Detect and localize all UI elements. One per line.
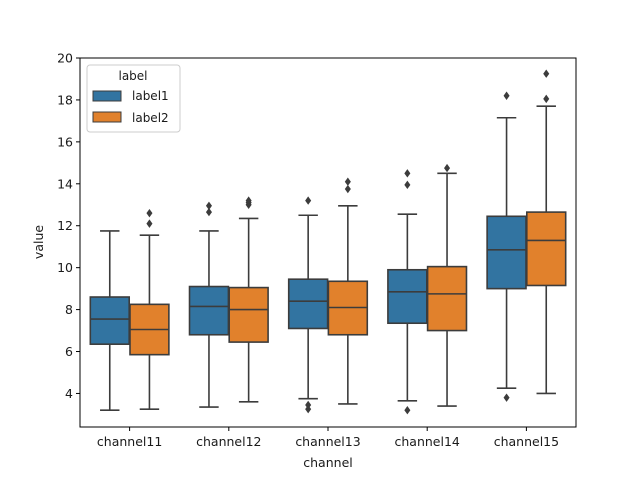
outlier-channel13-label1-1 [305, 400, 312, 410]
y-tick-label-20: 20 [57, 51, 73, 66]
box-channel13-label1 [287, 196, 329, 414]
legend-entry-label2: label2 [132, 111, 169, 125]
outlier-channel14-label2-0 [444, 163, 451, 173]
outlier-channel15-label1-0 [503, 393, 510, 402]
outlier-channel14-label1-1 [404, 180, 411, 190]
y-axis-label: value [31, 225, 46, 259]
outlier-channel13-label1-2 [305, 196, 312, 205]
x-tick-label-channel13: channel13 [295, 434, 360, 449]
box-channel14-label2 [426, 163, 468, 407]
outlier-channel13-label2-1 [344, 177, 351, 186]
box-channel11-label1 [89, 230, 131, 412]
y-tick-label-12: 12 [57, 218, 73, 233]
x-tick-label-channel12: channel12 [196, 434, 261, 449]
iqr-box-channel13-label1 [287, 278, 329, 330]
box-channel15-label2 [525, 69, 567, 395]
iqr-box-channel12-label1 [188, 285, 230, 336]
outlier-channel14-label1-0 [404, 406, 411, 415]
outlier-channel12-label1-1 [205, 201, 212, 211]
outlier-channel15-label2-0 [543, 94, 550, 104]
box-channel14-label1 [387, 169, 428, 415]
legend-title: label [118, 69, 147, 83]
legend-swatch-label2 [92, 111, 122, 123]
outlier-channel11-label2-1 [146, 208, 153, 218]
outlier-channel12-label2-2 [245, 196, 252, 205]
box-channel15-label1 [486, 91, 527, 402]
y-tick-label-6: 6 [65, 344, 73, 359]
box-channel13-label2 [327, 177, 369, 405]
outlier-channel15-label2-1 [543, 69, 550, 78]
x-axis-label: channel [303, 455, 352, 470]
box-channel11-label2 [129, 208, 170, 410]
outlier-channel15-label1-1 [503, 91, 510, 100]
y-tick-label-16: 16 [57, 134, 73, 149]
iqr-box-channel15-label1 [486, 215, 527, 290]
legend-entry-label1: label1 [132, 89, 169, 103]
plot-area [89, 69, 567, 415]
y-tick-label-4: 4 [65, 386, 73, 401]
iqr-box-channel12-label2 [228, 286, 269, 343]
axes: 4 6 8 10 12 14 16 18 20 channel11 channel12 channel… [57, 51, 577, 449]
x-tick-label-channel14: channel14 [395, 434, 460, 449]
y-tick-label-18: 18 [57, 92, 73, 107]
iqr-box-channel14-label2 [426, 265, 468, 332]
iqr-box-channel14-label1 [387, 268, 428, 325]
box-channel12-label1 [188, 201, 230, 408]
outlier-channel14-label1-2 [404, 169, 411, 178]
x-tick-label-channel15: channel15 [494, 434, 559, 449]
box-channel12-label2 [228, 196, 269, 403]
legend-swatch-label1 [92, 90, 122, 102]
y-tick-label-14: 14 [57, 176, 73, 191]
outlier-channel13-label2-0 [344, 184, 351, 194]
x-tick-label-channel11: channel11 [97, 434, 162, 449]
iqr-box-channel15-label2 [525, 211, 567, 287]
y-tick-label-10: 10 [57, 260, 73, 275]
outlier-channel12-label1-0 [205, 207, 212, 217]
iqr-box-channel11-label1 [89, 296, 131, 345]
legend: label label1 label2 [86, 64, 181, 133]
outlier-channel11-label2-0 [146, 219, 153, 228]
y-tick-label-8: 8 [65, 302, 73, 317]
